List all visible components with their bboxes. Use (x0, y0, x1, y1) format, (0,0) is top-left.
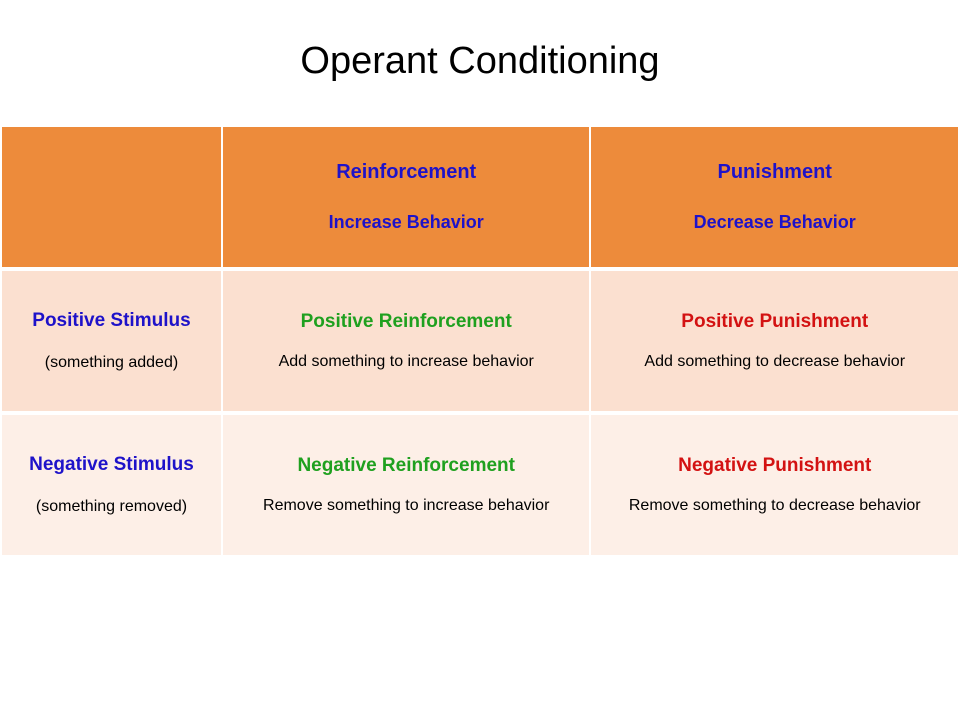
conditioning-table: Reinforcement Increase Behavior Punishme… (0, 123, 960, 559)
negative-stimulus-subtitle: (something removed) (12, 498, 211, 516)
negative-stimulus-title: Negative Stimulus (12, 454, 211, 476)
positive-reinforcement-desc: Add something to increase behavior (233, 353, 580, 371)
negative-punishment-title: Negative Punishment (601, 455, 948, 477)
header-punishment-subtitle: Decrease Behavior (601, 212, 948, 233)
header-reinforcement-subtitle: Increase Behavior (233, 212, 580, 233)
positive-stimulus-row: Positive Stimulus (something added) Posi… (2, 271, 958, 411)
positive-reinforcement-title: Positive Reinforcement (233, 311, 580, 333)
negative-punishment-desc: Remove something to decrease behavior (601, 497, 948, 515)
header-reinforcement-title: Reinforcement (233, 161, 580, 184)
positive-punishment-desc: Add something to decrease behavior (601, 353, 948, 371)
header-reinforcement: Reinforcement Increase Behavior (223, 127, 590, 267)
operant-conditioning-diagram: Operant Conditioning Reinforcement Incre… (0, 0, 960, 559)
negative-punishment-cell: Negative Punishment Remove something to … (591, 415, 958, 555)
header-punishment: Punishment Decrease Behavior (591, 127, 958, 267)
header-punishment-title: Punishment (601, 161, 948, 184)
positive-reinforcement-cell: Positive Reinforcement Add something to … (223, 271, 590, 411)
header-empty-cell (2, 127, 221, 267)
positive-punishment-cell: Positive Punishment Add something to dec… (591, 271, 958, 411)
negative-reinforcement-desc: Remove something to increase behavior (233, 497, 580, 515)
page-title: Operant Conditioning (0, 40, 960, 83)
negative-stimulus-label: Negative Stimulus (something removed) (2, 415, 221, 555)
positive-stimulus-label: Positive Stimulus (something added) (2, 271, 221, 411)
positive-stimulus-subtitle: (something added) (12, 354, 211, 372)
negative-reinforcement-title: Negative Reinforcement (233, 455, 580, 477)
header-row: Reinforcement Increase Behavior Punishme… (2, 127, 958, 267)
positive-punishment-title: Positive Punishment (601, 311, 948, 333)
negative-reinforcement-cell: Negative Reinforcement Remove something … (223, 415, 590, 555)
positive-stimulus-title: Positive Stimulus (12, 310, 211, 332)
negative-stimulus-row: Negative Stimulus (something removed) Ne… (2, 415, 958, 555)
